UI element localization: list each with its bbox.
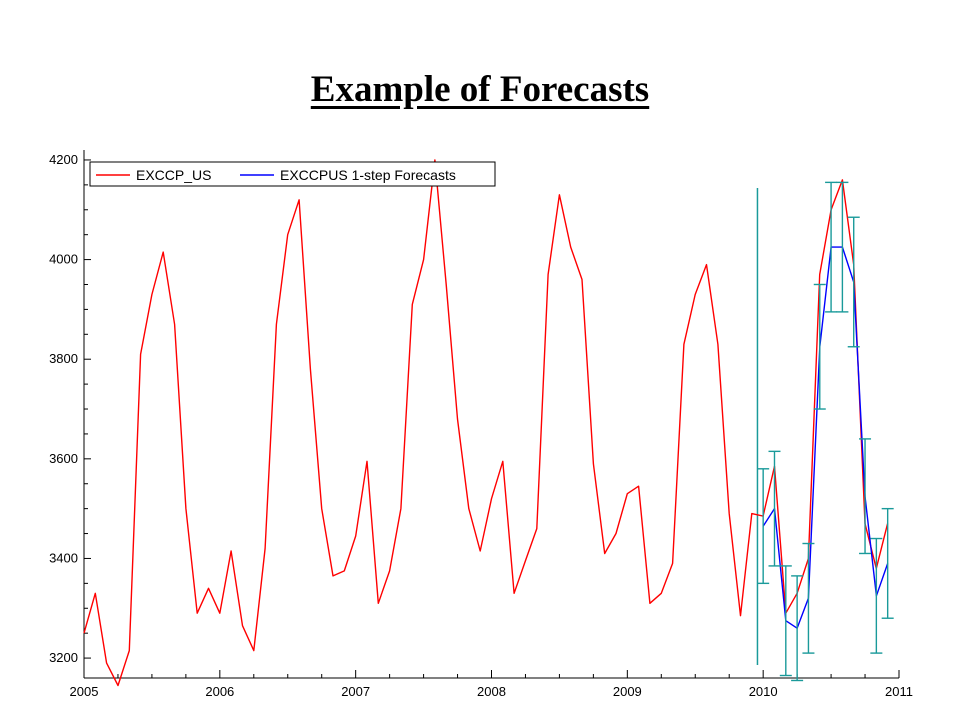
x-tick-label: 2006	[205, 684, 234, 699]
x-tick-label: 2011	[885, 684, 913, 699]
x-tick-label: 2007	[341, 684, 370, 699]
forecast-error-bar	[847, 216, 860, 348]
y-tick-label: 4000	[49, 252, 78, 267]
y-tick-label: 3600	[49, 451, 78, 466]
y-tick-label: 3200	[49, 650, 78, 665]
forecast-error-bar	[836, 181, 849, 313]
legend-label-1: EXCCP_US	[136, 167, 211, 183]
x-tick-label: 2009	[613, 684, 642, 699]
forecast-error-bar	[779, 565, 792, 677]
forecast-error-bar	[870, 537, 883, 654]
y-tick-label: 3400	[49, 550, 78, 565]
actual-series-line	[83, 159, 889, 687]
forecast-error-bar	[859, 438, 872, 555]
forecast-error-bar	[825, 181, 838, 313]
forecast-error-bar	[757, 468, 770, 585]
x-tick-label: 2005	[70, 684, 99, 699]
y-tick-label: 4200	[49, 152, 78, 167]
x-tick-label: 2010	[749, 684, 778, 699]
y-tick-label: 3800	[49, 351, 78, 366]
legend-box	[89, 161, 496, 187]
forecast-error-bar	[881, 507, 894, 619]
forecast-series-line	[762, 246, 889, 629]
legend-label-2: EXCCPUS 1-step Forecasts	[280, 167, 456, 183]
chart-marks	[83, 159, 894, 687]
chart-axes: 3200 3400 3600 3800 4000 4200 2005 2006 2007 2008…	[49, 150, 913, 699]
chart-legend: EXCCP_US EXCCPUS 1-step Forecasts	[89, 161, 496, 187]
forecast-error-bar	[768, 450, 781, 567]
forecast-error-bar	[813, 283, 826, 410]
forecast-error-bar	[791, 575, 804, 682]
x-tick-label: 2008	[477, 684, 506, 699]
forecast-error-bar	[802, 542, 815, 654]
slide-title: Example of Forecasts	[310, 69, 650, 110]
